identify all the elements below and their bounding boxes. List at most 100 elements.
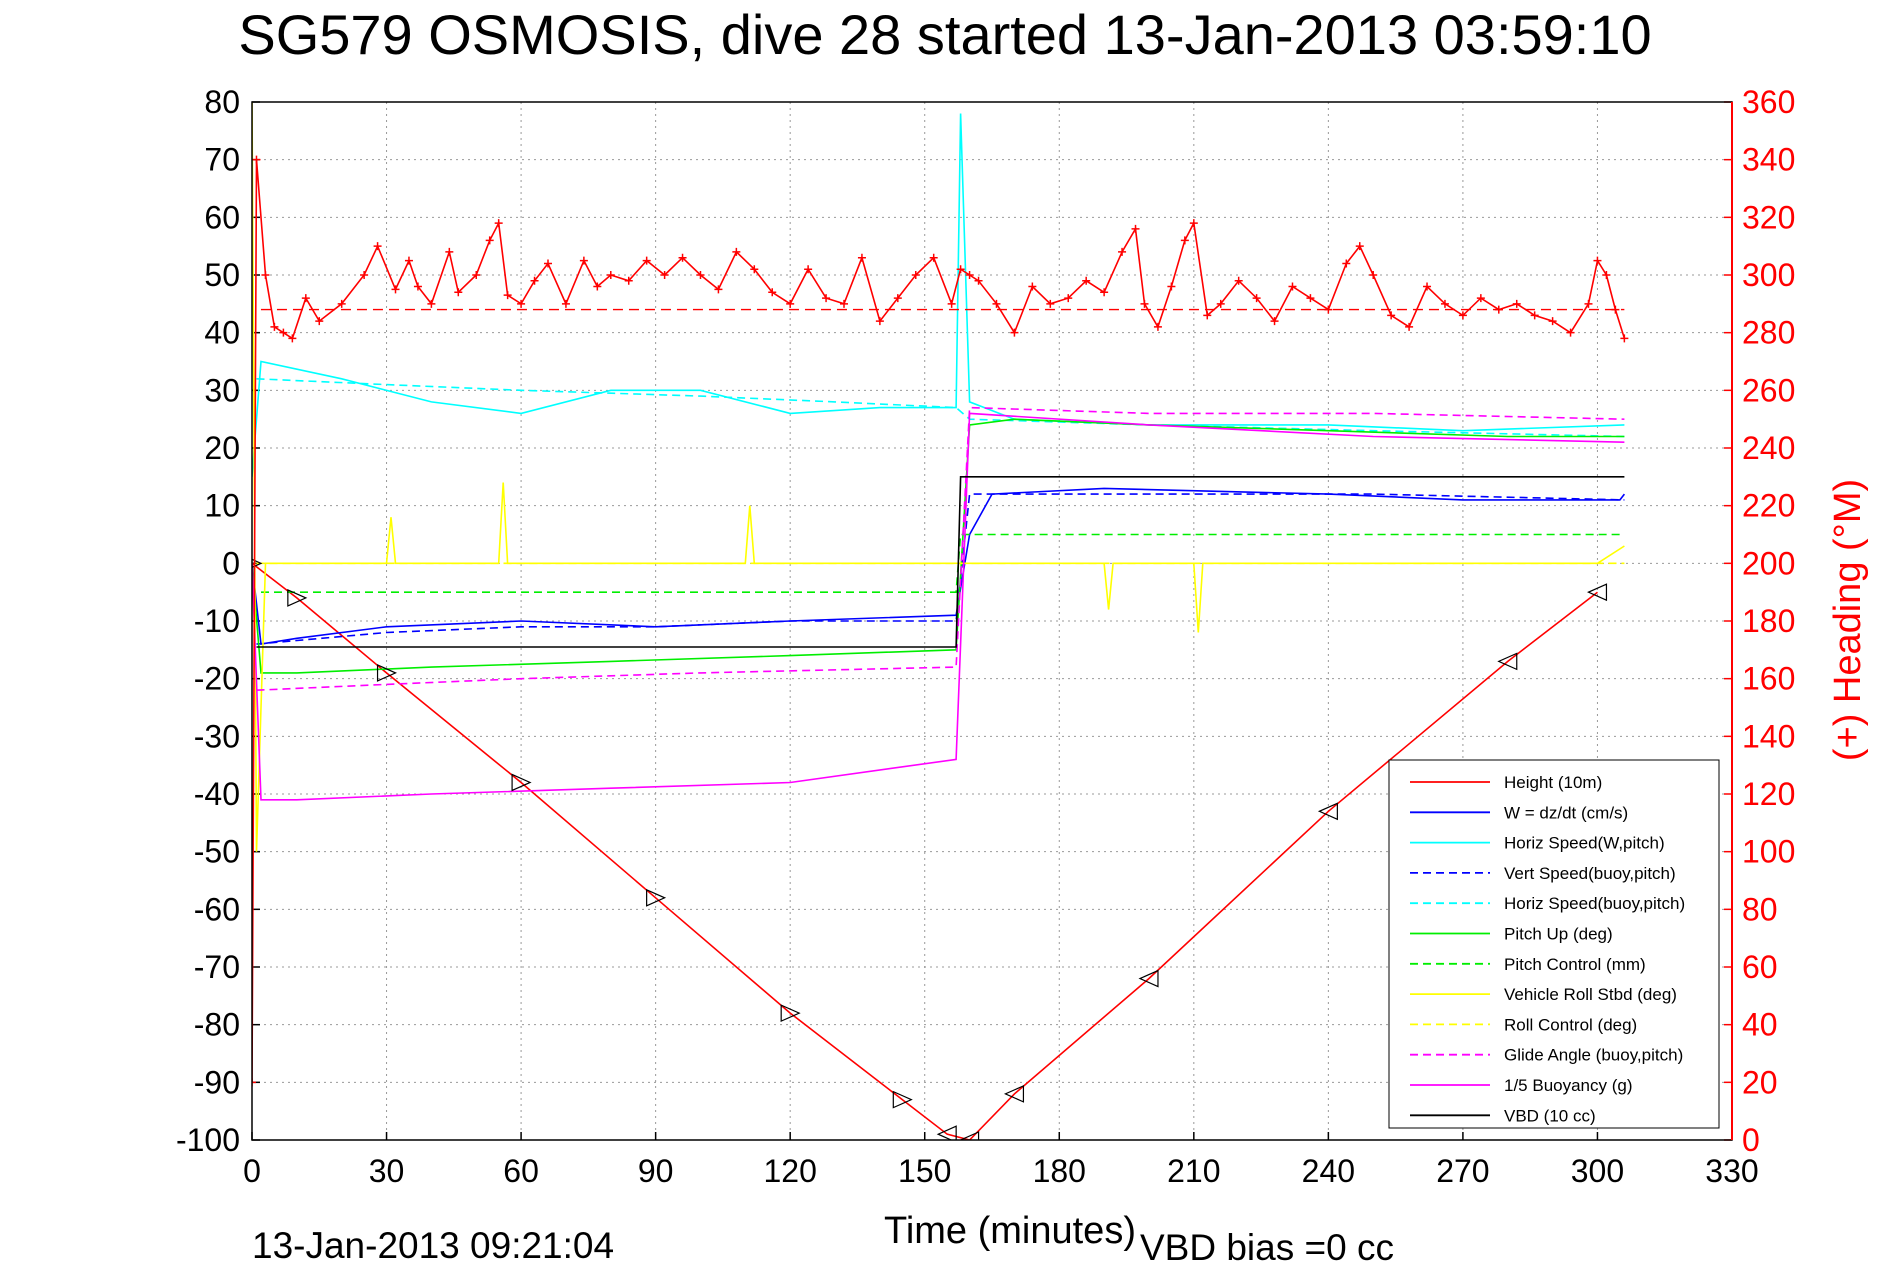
heading-point <box>714 285 723 294</box>
heading-point <box>1131 224 1140 233</box>
y2-tick-label: 180 <box>1742 603 1795 639</box>
heading-point <box>413 282 422 291</box>
heading-point <box>956 265 965 274</box>
y-tick-label: -100 <box>176 1122 240 1158</box>
heading-point <box>427 299 436 308</box>
heading-point <box>315 317 324 326</box>
y2-tick-label: 240 <box>1742 430 1795 466</box>
y-tick-label: -60 <box>194 891 240 927</box>
depth-marker <box>959 1131 980 1140</box>
y2-tick-label: 0 <box>1742 1122 1760 1158</box>
footer-timestamp: 13-Jan-2013 09:21:04 <box>252 1225 614 1262</box>
heading-point <box>992 299 1001 308</box>
heading-point <box>1028 282 1037 291</box>
y-tick-label: 50 <box>204 257 240 293</box>
y2-tick-label: 200 <box>1742 545 1795 581</box>
series-line-11 <box>256 475 1625 648</box>
heading-point <box>1010 328 1019 337</box>
heading-point <box>1593 256 1602 265</box>
series-layer <box>252 102 1626 1140</box>
heading-point <box>750 265 759 274</box>
x-tick-label: 240 <box>1302 1153 1355 1189</box>
heading-point <box>472 271 481 279</box>
heading-point <box>1203 311 1212 320</box>
series-line-4 <box>256 378 1625 438</box>
heading-point <box>1566 328 1575 337</box>
series-line-6 <box>261 533 1625 594</box>
heading-point <box>360 271 369 279</box>
x-tick-label: 180 <box>1033 1153 1086 1189</box>
y-tick-label: 10 <box>204 488 240 524</box>
heading-point <box>1252 294 1261 303</box>
heading-point <box>1530 311 1539 320</box>
legend: Height (10m) W = dz/dt (cm/s) Horiz Speed(… <box>1388 759 1720 1129</box>
y-tick-label: 70 <box>204 142 240 178</box>
heading-point <box>857 253 866 262</box>
heading-point <box>530 276 539 285</box>
depth-marker <box>287 589 308 607</box>
heading-point <box>786 299 795 308</box>
right-axis-label: (+) Heading (°M) <box>1827 479 1869 761</box>
heading-point <box>1153 322 1162 331</box>
x-tick-label: 150 <box>898 1153 951 1189</box>
heading-point <box>252 155 261 164</box>
y2-tick-label: 80 <box>1742 891 1778 927</box>
chart-title: SG579 OSMOSIS, dive 28 started 13-Jan-20… <box>238 3 1651 66</box>
heading-point <box>624 276 633 285</box>
x-tick-label: 270 <box>1436 1153 1489 1189</box>
legend-label: Horiz Speed(buoy,pitch) <box>1504 894 1685 913</box>
heading-point <box>517 299 526 308</box>
legend-label: VBD (10 cc) <box>1504 1106 1596 1125</box>
heading-point <box>696 271 705 279</box>
heading-point <box>965 271 974 279</box>
y-tick-label: -80 <box>194 1007 240 1043</box>
x-tick-label: 90 <box>638 1153 674 1189</box>
depth-marker <box>1138 969 1159 988</box>
y-tick-label: -50 <box>194 834 240 870</box>
y2-tick-label: 100 <box>1742 834 1795 870</box>
legend-label: Vert Speed(buoy,pitch) <box>1504 864 1676 883</box>
legend-label: Pitch Up (deg) <box>1504 925 1613 944</box>
heading-point <box>1234 276 1243 285</box>
depth-marker <box>1317 802 1338 821</box>
y-tick-label: 80 <box>204 84 240 120</box>
depth-marker <box>1003 1084 1025 1103</box>
heading-point <box>822 294 831 303</box>
heading-point <box>301 294 310 303</box>
heading-point <box>1189 219 1198 228</box>
heading-point <box>1369 271 1378 279</box>
y2-tick-label: 160 <box>1742 661 1795 697</box>
heading-point <box>1355 242 1364 251</box>
heading-point <box>391 285 400 294</box>
heading-point <box>1046 299 1055 308</box>
y2-tick-label: 120 <box>1742 776 1795 812</box>
series-line-2 <box>252 113 1625 477</box>
heading-point <box>1324 305 1333 314</box>
heading-point <box>929 253 938 262</box>
y2-tick-label: 360 <box>1742 84 1795 120</box>
legend-label: Pitch Control (mm) <box>1504 955 1646 974</box>
series-line-5 <box>252 418 1625 674</box>
series-line-10 <box>252 412 1625 801</box>
heading-point <box>1167 282 1176 291</box>
y-tick-label: -20 <box>194 661 240 697</box>
y2-tick-label: 340 <box>1742 142 1795 178</box>
y2-tick-label: 60 <box>1742 949 1778 985</box>
heading-point <box>1306 294 1315 303</box>
y2-tick-label: 20 <box>1742 1064 1778 1100</box>
heading-point <box>804 265 813 274</box>
depth-marker <box>646 888 667 907</box>
heading-point <box>1584 299 1593 308</box>
heading-point <box>1064 294 1073 303</box>
x-tick-label: 330 <box>1705 1153 1758 1189</box>
heading-point <box>732 247 741 256</box>
x-tick-label: 210 <box>1167 1153 1220 1189</box>
x-tick-label: 300 <box>1571 1153 1624 1189</box>
y2-tick-label: 300 <box>1742 257 1795 293</box>
heading-point <box>270 322 279 331</box>
heading-point <box>1458 311 1467 320</box>
y2-tick-label: 140 <box>1742 718 1795 754</box>
y2-tick-label: 260 <box>1742 372 1795 408</box>
heading-point <box>485 236 494 245</box>
